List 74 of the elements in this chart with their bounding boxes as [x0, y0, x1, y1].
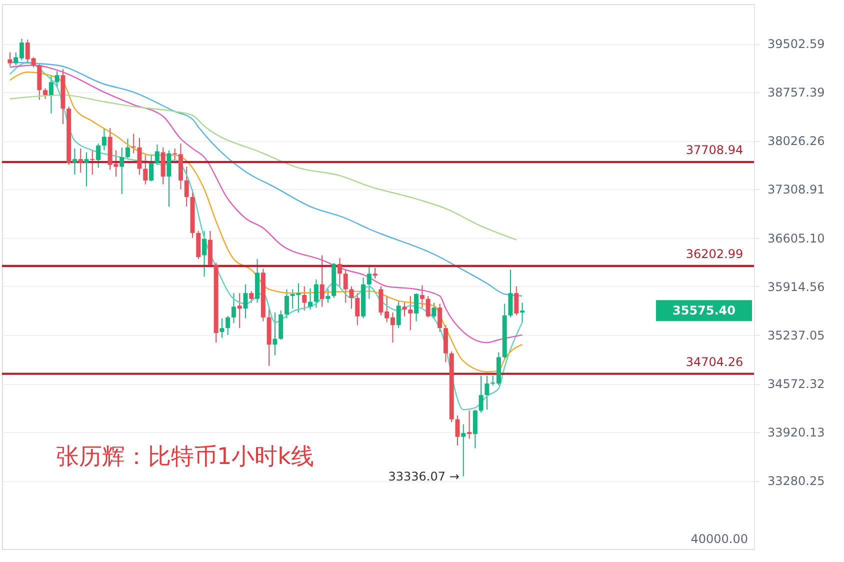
y-tick-label: 38026.26 — [768, 134, 825, 148]
candlestick — [508, 269, 513, 318]
y-tick-label: 34572.32 — [768, 377, 825, 392]
y-tick-label: 37308.91 — [768, 182, 825, 197]
candlestick — [78, 148, 83, 174]
y-tick-label: 35914.56 — [768, 280, 825, 294]
candlestick — [102, 128, 106, 151]
candlestick — [472, 409, 478, 449]
y-tick-label: 35237.05 — [768, 328, 825, 342]
candlestick — [426, 295, 430, 318]
candlestick — [202, 230, 207, 278]
candlestick — [455, 414, 460, 446]
y-tick-label: 36605.10 — [768, 231, 825, 246]
candlestick — [154, 144, 160, 166]
candlestick — [326, 288, 330, 304]
y-tick-label: 33920.13 — [768, 426, 825, 440]
candlestick — [48, 74, 54, 114]
candlestick — [137, 137, 142, 176]
candlestick — [149, 154, 154, 182]
candlestick — [337, 258, 342, 287]
candlestick — [438, 303, 442, 332]
candlestick — [432, 302, 436, 319]
candlestick — [220, 318, 224, 338]
candlestick — [237, 292, 242, 329]
candlestick — [54, 70, 60, 88]
candlestick — [72, 148, 77, 176]
candlestick — [414, 292, 419, 322]
candlestick — [272, 312, 278, 356]
candlestick — [520, 302, 525, 323]
candlestick — [143, 154, 148, 185]
candlestick — [8, 52, 12, 67]
y-tick-label: 39502.59 — [768, 37, 825, 52]
candlestick — [467, 410, 472, 440]
ref-line-label: 37708.94 — [686, 143, 744, 158]
annotation: 40000.00 — [690, 532, 748, 546]
candlestick — [420, 284, 424, 308]
candlestick — [43, 88, 48, 100]
candlestick — [284, 288, 289, 319]
candlestick — [484, 375, 490, 410]
candlestick — [349, 286, 354, 310]
candlestick — [461, 424, 466, 477]
candlestick — [478, 375, 484, 414]
candlestick — [402, 302, 407, 317]
candlestick — [96, 143, 101, 168]
candlestick — [396, 300, 401, 329]
annotation: 33336.07 → — [388, 469, 460, 484]
candlestick — [366, 266, 372, 300]
ref-line-label: 34704.26 — [686, 354, 744, 369]
candlestick — [314, 278, 318, 308]
candlestick — [226, 315, 230, 336]
y-tick-label: 33280.25 — [768, 474, 825, 488]
candlestick — [120, 146, 124, 195]
text: 张历辉：比特币1小时k线 — [56, 444, 314, 470]
candlestick — [355, 292, 360, 326]
candlestick — [408, 295, 413, 331]
candlestick — [243, 284, 248, 319]
candlestick — [372, 267, 378, 280]
candlestick — [302, 286, 307, 312]
annotation: 35575.40 — [672, 304, 736, 318]
candlestick — [84, 152, 89, 187]
candlestick — [308, 288, 313, 310]
candlestick — [231, 292, 236, 324]
candlestick — [166, 150, 172, 208]
y-tick-label: 38757.39 — [768, 86, 825, 100]
candlestick — [90, 150, 95, 176]
candlestick — [184, 166, 189, 208]
candlestick — [125, 138, 130, 159]
candlestick — [320, 254, 324, 308]
line-series — [9, 94, 517, 240]
candlestick — [249, 290, 254, 304]
candlestick — [514, 286, 519, 316]
ref-line-label: 36202.99 — [686, 246, 744, 261]
candlestick — [131, 133, 136, 154]
candlestick — [343, 269, 348, 304]
